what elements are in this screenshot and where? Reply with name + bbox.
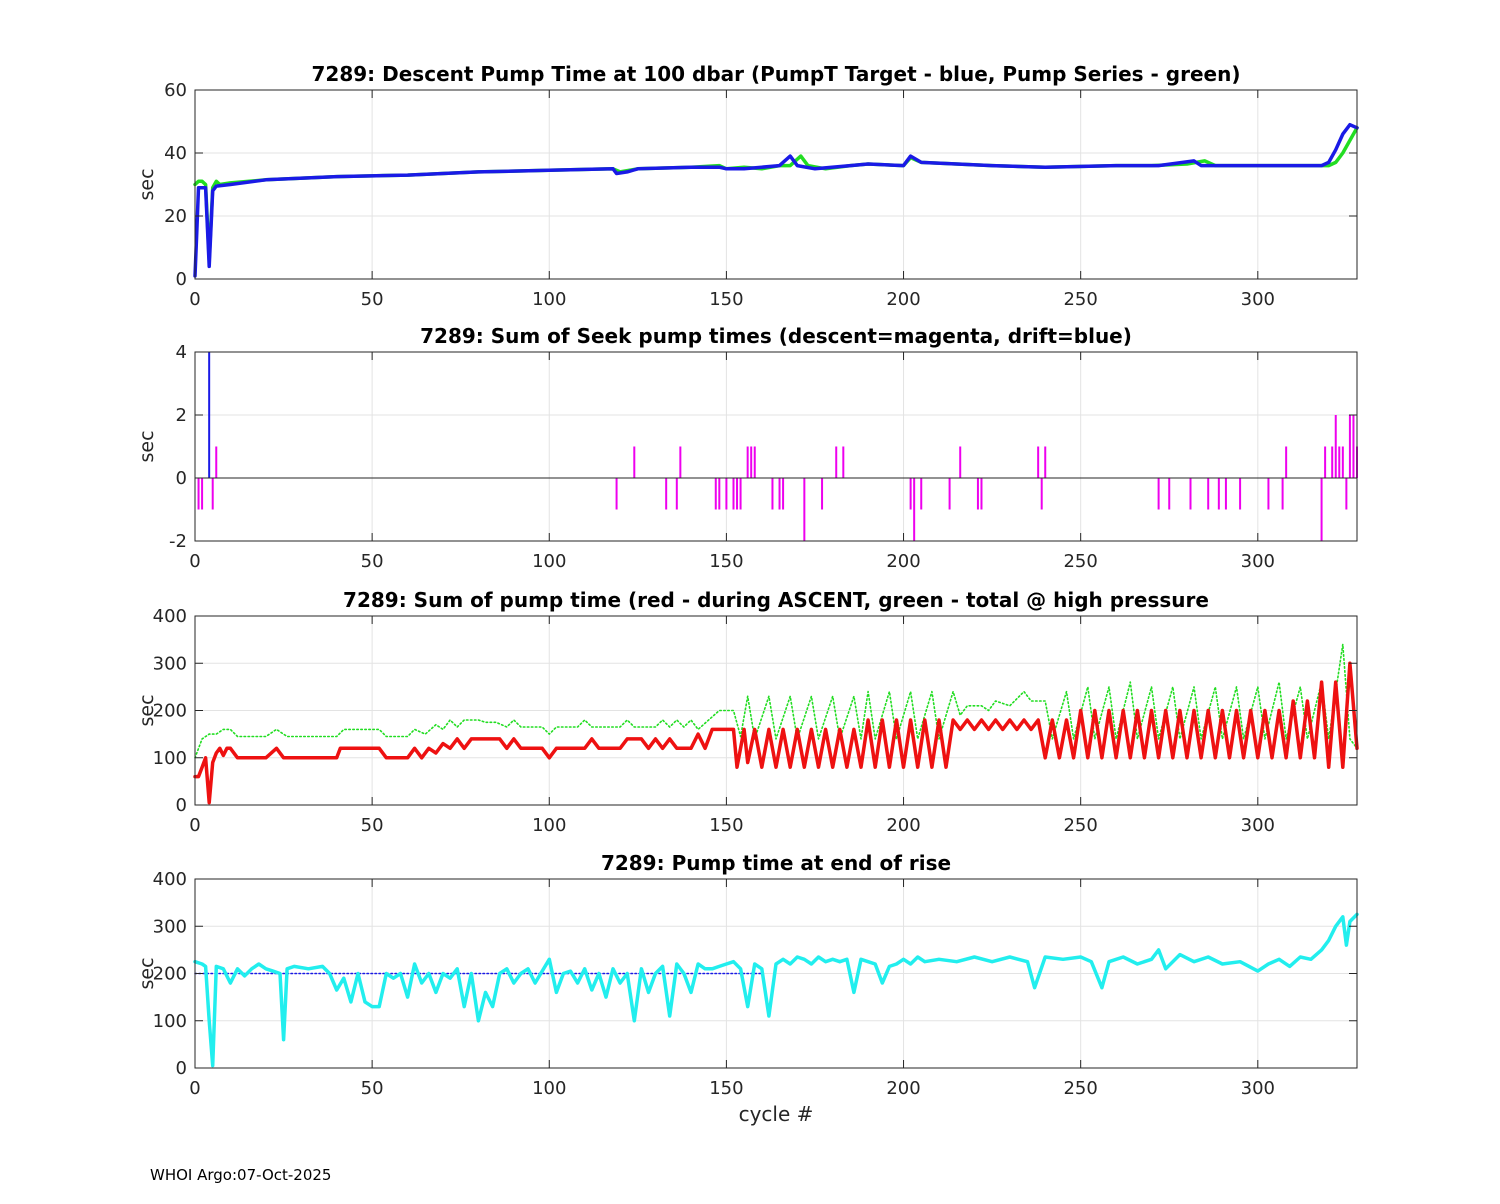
x-tick-label: 0 [189,1078,200,1099]
series-group [193,912,1359,1068]
y-tick-label: 100 [153,1011,187,1032]
x-tick-label: 300 [1241,815,1275,836]
axes-box [194,351,1358,542]
chart-panel-1: 0 50 100 150 200 250 300 0 20 40 60 7289: Descent P… [136,62,1359,310]
x-tick-label: 200 [886,289,920,310]
chart-title: 7289: Pump time at end of rise [601,851,951,875]
y-tick-label: 60 [164,80,187,101]
x-tick-label: 0 [189,551,200,572]
y-tick-label: 0 [176,468,187,489]
x-tick-label: 100 [532,551,566,572]
axes-box [194,89,1358,280]
y-axis-label: sec [136,430,158,462]
y-tick-label: 400 [153,869,187,890]
plot-area [195,352,1357,541]
y-tick-label: 40 [164,143,187,164]
x-tick-label: 50 [361,551,384,572]
y-tick-label: 200 [153,964,187,985]
x-tick-label: 300 [1241,289,1275,310]
x-tick-label: 300 [1241,1078,1275,1099]
y-tick-label: 100 [153,748,187,769]
chart-panel-4: 0 50 100 150 200 250 300 0 100 200 300 400 7289: Pum… [136,851,1359,1126]
series-line-2 [193,912,1359,1068]
x-axis-label: cycle # [739,1102,814,1126]
x-tick-label: 50 [361,1078,384,1099]
x-tick-label: 150 [709,1078,743,1099]
series-line-2 [193,122,1359,278]
series-group [197,352,1358,541]
x-tick-label: 150 [709,289,743,310]
chart-title: 7289: Sum of pump time (red - during ASC… [343,588,1209,612]
x-tick-label: 300 [1241,551,1275,572]
y-tick-label: 4 [176,342,187,363]
chart-title: 7289: Descent Pump Time at 100 dbar (Pum… [312,62,1241,86]
series-group [193,122,1359,278]
x-tick-label: 200 [886,551,920,572]
y-tick-label: 20 [164,206,187,227]
x-tick-label: 200 [886,815,920,836]
y-tick-label: 300 [153,916,187,937]
x-tick-label: 50 [361,815,384,836]
x-tick-label: 200 [886,1078,920,1099]
y-tick-label: 400 [153,606,187,627]
y-axis-label: sec [136,957,158,989]
y-tick-label: 0 [176,795,187,816]
x-tick-label: 0 [189,289,200,310]
series-line-2 [193,661,1359,805]
x-tick-label: 150 [709,551,743,572]
x-tick-label: 0 [189,815,200,836]
y-tick-label: 2 [176,405,187,426]
y-tick-label: 200 [153,701,187,722]
x-tick-label: 250 [1063,551,1097,572]
y-tick-label: 0 [176,269,187,290]
x-tick-label: 50 [361,289,384,310]
y-tick-label: 0 [176,1058,187,1079]
x-tick-label: 250 [1063,815,1097,836]
x-tick-label: 100 [532,815,566,836]
chart-title: 7289: Sum of Seek pump times (descent=ma… [420,324,1132,348]
y-axis-label: sec [136,168,158,200]
x-tick-label: 100 [532,289,566,310]
y-tick-label: 300 [153,653,187,674]
x-tick-label: 250 [1063,289,1097,310]
y-tick-label: -2 [169,531,187,552]
x-tick-label: 100 [532,1078,566,1099]
x-tick-label: 250 [1063,1078,1097,1099]
y-axis-label: sec [136,694,158,726]
chart-panel-3: 0 50 100 150 200 250 300 0 100 200 300 400 7289: Sum… [136,588,1359,836]
series-group [193,643,1359,805]
footer-stamp: WHOI Argo:07-Oct-2025 [150,1166,332,1184]
plot-area [195,90,1357,279]
series-line-1 [194,643,1358,759]
x-tick-label: 150 [709,815,743,836]
